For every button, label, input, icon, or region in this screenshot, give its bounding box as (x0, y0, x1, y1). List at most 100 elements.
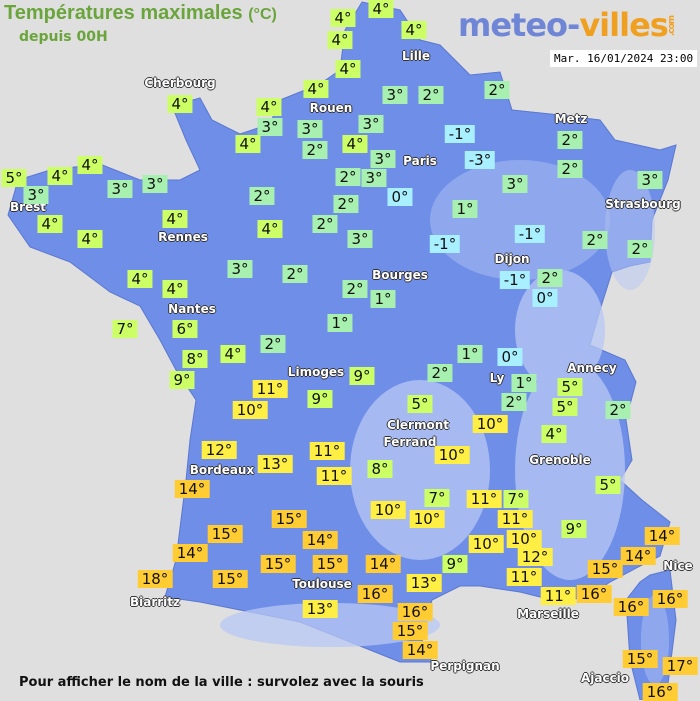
temperature-label[interactable]: 2° (484, 81, 510, 99)
temperature-label[interactable]: 2° (427, 364, 453, 382)
temperature-label[interactable]: 10° (409, 510, 445, 528)
temperature-label[interactable]: 0° (387, 188, 413, 206)
temperature-label[interactable]: 17° (662, 657, 698, 675)
temperature-label[interactable]: 14° (365, 555, 401, 573)
temperature-label[interactable]: 9° (561, 520, 587, 538)
temperature-label[interactable]: 11° (540, 587, 576, 605)
temperature-label[interactable]: 5° (1, 169, 27, 187)
temperature-label[interactable]: 2° (557, 131, 583, 149)
temperature-label[interactable]: 16° (652, 590, 688, 608)
temperature-label[interactable]: 11° (466, 490, 502, 508)
temperature-label[interactable]: 10° (468, 535, 504, 553)
temperature-label[interactable]: 11° (316, 467, 352, 485)
temperature-label[interactable]: 3° (297, 120, 323, 138)
temperature-label[interactable]: 15° (207, 525, 243, 543)
temperature-label[interactable]: 15° (271, 510, 307, 528)
temperature-label[interactable]: 2° (537, 269, 563, 287)
temperature-label[interactable]: 3° (358, 115, 384, 133)
temperature-label[interactable]: -1° (499, 271, 531, 289)
temperature-label[interactable]: 6° (172, 320, 198, 338)
temperature-label[interactable]: 15° (260, 555, 296, 573)
temperature-label[interactable]: 3° (23, 186, 49, 204)
temperature-label[interactable]: 3° (370, 150, 396, 168)
temperature-label[interactable]: 4° (167, 95, 193, 113)
temperature-label[interactable]: 12° (201, 441, 237, 459)
temperature-label[interactable]: 4° (37, 215, 63, 233)
temperature-label[interactable]: 1° (327, 314, 353, 332)
temperature-label[interactable]: 2° (605, 401, 631, 419)
temperature-label[interactable]: 4° (127, 270, 153, 288)
temperature-label[interactable]: 14° (620, 547, 656, 565)
temperature-label[interactable]: 9° (442, 555, 468, 573)
temperature-label[interactable]: 4° (77, 156, 103, 174)
temperature-label[interactable]: 3° (227, 260, 253, 278)
temperature-label[interactable]: 2° (312, 215, 338, 233)
temperature-label[interactable]: 2° (335, 168, 361, 186)
temperature-label[interactable]: 2° (333, 195, 359, 213)
temperature-label[interactable]: 14° (174, 480, 210, 498)
temperature-label[interactable]: 4° (77, 230, 103, 248)
temperature-label[interactable]: 4° (541, 425, 567, 443)
temperature-label[interactable]: 9° (307, 390, 333, 408)
temperature-label[interactable]: 10° (370, 501, 406, 519)
temperature-label[interactable]: 16° (642, 683, 678, 701)
temperature-label[interactable]: 16° (397, 603, 433, 621)
temperature-label[interactable]: 3° (361, 169, 387, 187)
temperature-label[interactable]: 2° (557, 160, 583, 178)
temperature-label[interactable]: 15° (312, 555, 348, 573)
temperature-label[interactable]: 16° (357, 585, 393, 603)
temperature-label[interactable]: 2° (582, 231, 608, 249)
temperature-label[interactable]: 3° (107, 180, 133, 198)
temperature-label[interactable]: 15° (212, 570, 248, 588)
temperature-label[interactable]: 4° (257, 220, 283, 238)
temperature-label[interactable]: 18° (137, 570, 173, 588)
temperature-label[interactable]: 5° (407, 395, 433, 413)
temperature-label[interactable]: 2° (282, 265, 308, 283)
temperature-label[interactable]: 4° (401, 21, 427, 39)
meteo-villes-logo[interactable]: meteo-villes.com (458, 6, 688, 44)
temperature-label[interactable]: 12° (517, 548, 553, 566)
temperature-label[interactable]: 2° (501, 393, 527, 411)
temperature-label[interactable]: 13° (257, 455, 293, 473)
temperature-label[interactable]: 10° (472, 415, 508, 433)
temperature-label[interactable]: 2° (627, 240, 653, 258)
temperature-label[interactable]: 13° (302, 600, 338, 618)
temperature-label[interactable]: 14° (172, 544, 208, 562)
temperature-label[interactable]: -1° (514, 225, 546, 243)
temperature-label[interactable]: 7° (503, 490, 529, 508)
temperature-label[interactable]: -1° (444, 125, 476, 143)
temperature-label[interactable]: 15° (587, 560, 623, 578)
temperature-label[interactable]: 4° (162, 280, 188, 298)
temperature-label[interactable]: 2° (342, 280, 368, 298)
temperature-label[interactable]: 10° (434, 446, 470, 464)
temperature-label[interactable]: 14° (302, 531, 338, 549)
temperature-label[interactable]: 5° (552, 398, 578, 416)
temperature-label[interactable]: 11° (309, 442, 345, 460)
temperature-label[interactable]: 13° (406, 574, 442, 592)
temperature-label[interactable]: 4° (335, 60, 361, 78)
temperature-label[interactable]: 4° (162, 210, 188, 228)
temperature-label[interactable]: 4° (368, 0, 394, 18)
temperature-label[interactable]: 3° (502, 175, 528, 193)
temperature-label[interactable]: 1° (457, 345, 483, 363)
temperature-label[interactable]: -3° (464, 151, 496, 169)
temperature-label[interactable]: 3° (382, 86, 408, 104)
temperature-label[interactable]: 7° (112, 320, 138, 338)
temperature-label[interactable]: 4° (220, 345, 246, 363)
temperature-label[interactable]: 11° (497, 510, 533, 528)
temperature-label[interactable]: 3° (142, 175, 168, 193)
temperature-label[interactable]: 14° (644, 527, 680, 545)
temperature-label[interactable]: 1° (452, 200, 478, 218)
temperature-label[interactable]: 4° (342, 135, 368, 153)
temperature-label[interactable]: 8° (367, 460, 393, 478)
temperature-label[interactable]: 11° (252, 380, 288, 398)
temperature-label[interactable]: 0° (532, 289, 558, 307)
temperature-label[interactable]: 3° (637, 171, 663, 189)
temperature-label[interactable]: -1° (429, 235, 461, 253)
temperature-label[interactable]: 15° (392, 622, 428, 640)
temperature-label[interactable]: 1° (511, 374, 537, 392)
temperature-label[interactable]: 2° (418, 86, 444, 104)
temperature-label[interactable]: 9° (349, 367, 375, 385)
temperature-label[interactable]: 0° (497, 348, 523, 366)
temperature-label[interactable]: 8° (182, 350, 208, 368)
